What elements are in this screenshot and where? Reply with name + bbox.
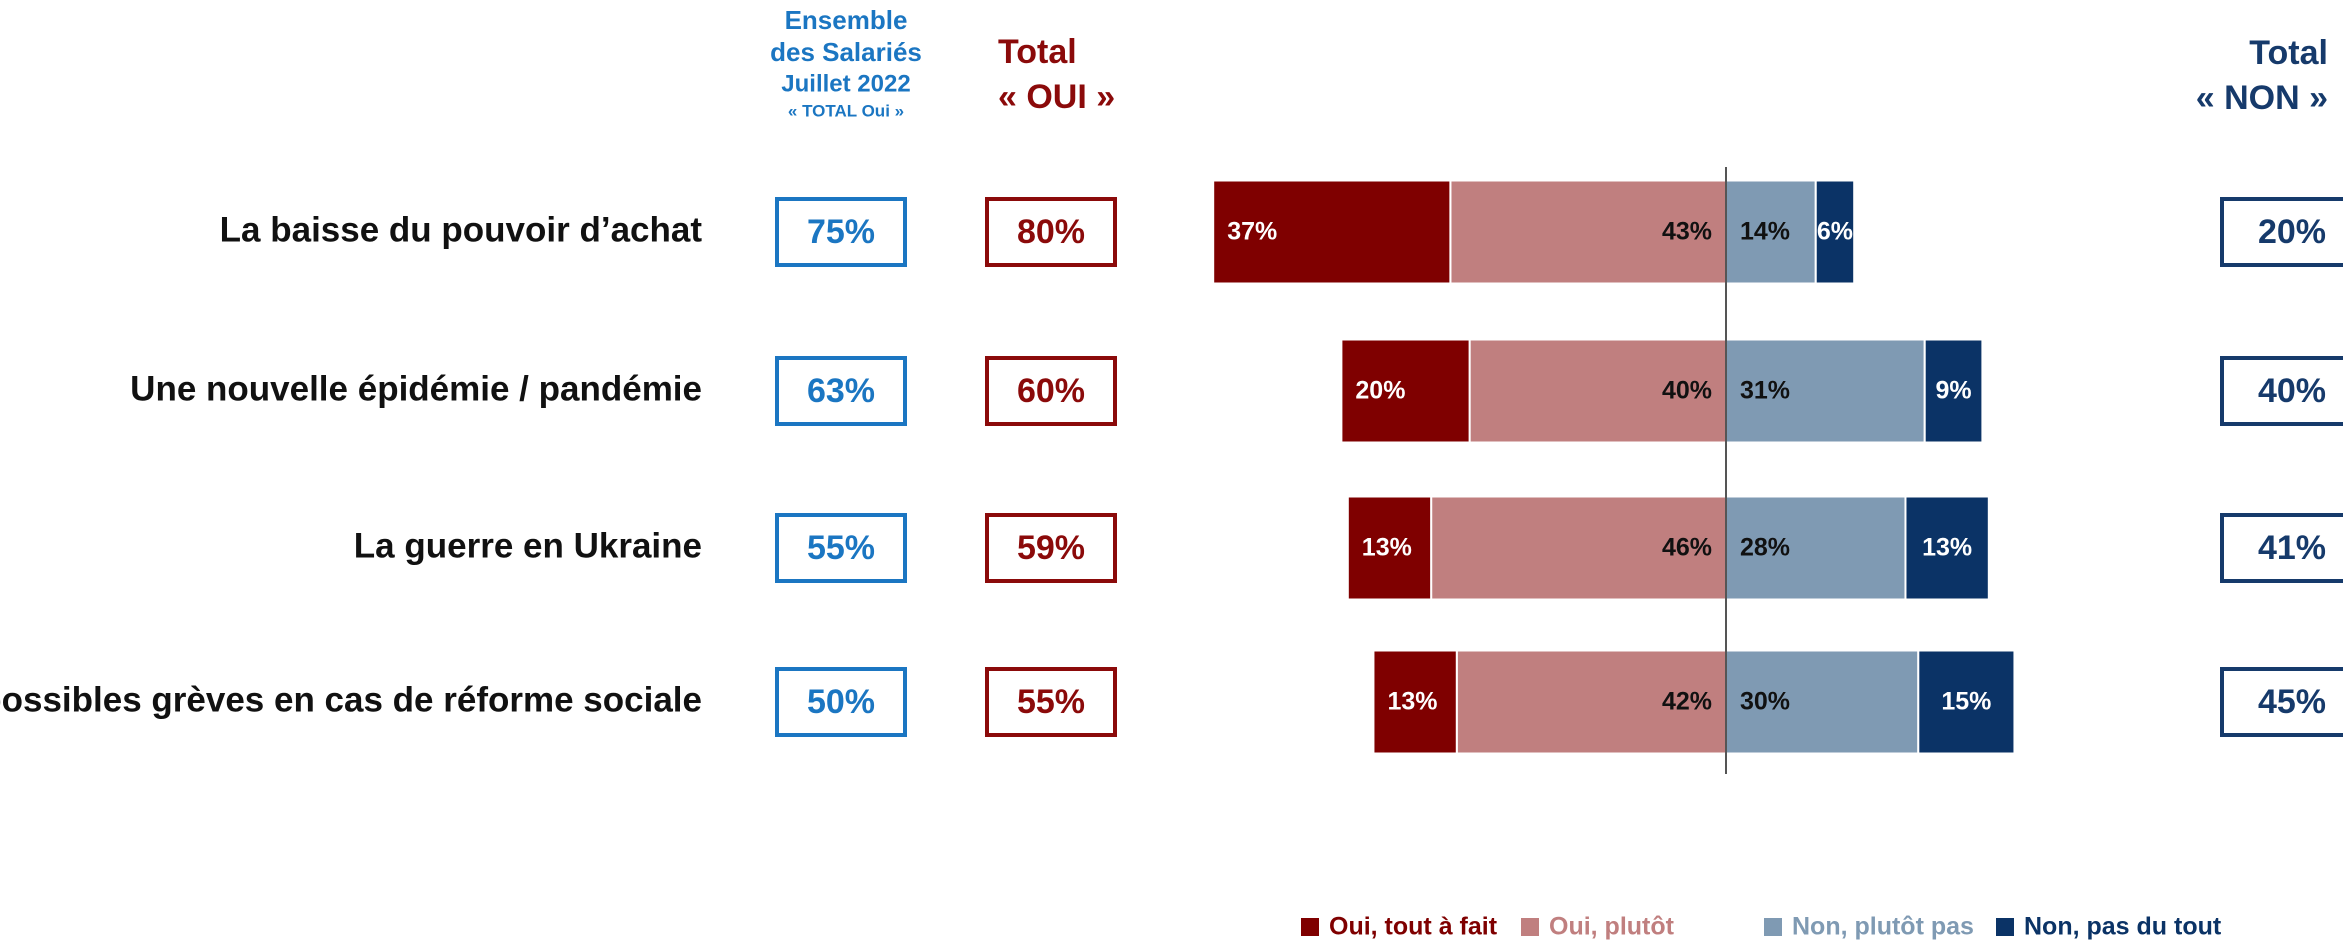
data-label: 6%	[1817, 218, 1853, 246]
data-label: 43%	[1662, 218, 1712, 246]
bar-segment	[1725, 179, 1817, 285]
legend-swatch	[1764, 918, 1782, 936]
legend-swatch	[1301, 918, 1319, 936]
legend-label: Non, pas du tout	[2024, 913, 2222, 941]
legend-label: Oui, plutôt	[1549, 913, 1675, 941]
total-box	[985, 513, 1117, 583]
column-header: Total	[998, 33, 1077, 71]
column-header: « NON »	[2196, 79, 2328, 117]
data-label: 46%	[1662, 534, 1712, 562]
data-label: 13%	[1922, 534, 1972, 562]
total-value: 80%	[1017, 213, 1085, 251]
data-label: 9%	[1935, 377, 1971, 405]
column-header: « TOTAL Oui »	[788, 101, 904, 120]
total-value: 45%	[2258, 683, 2326, 721]
total-value: 40%	[2258, 372, 2326, 410]
total-box	[775, 667, 907, 737]
bar-segment	[1725, 649, 1920, 755]
bar-segment	[1212, 179, 1452, 285]
total-box	[985, 667, 1117, 737]
category-label: De possibles grèves en cas de réforme so…	[0, 680, 702, 719]
column-header: Ensemble	[785, 5, 908, 35]
total-value: 41%	[2258, 529, 2326, 567]
data-label: 31%	[1740, 377, 1790, 405]
bar-segment	[1904, 495, 1990, 601]
total-box	[2220, 513, 2343, 583]
bar-segment	[1468, 338, 1727, 444]
total-box	[775, 197, 907, 267]
column-header: Juillet 2022	[781, 70, 910, 97]
data-label: 13%	[1362, 534, 1412, 562]
data-label: 37%	[1227, 218, 1277, 246]
total-box	[985, 356, 1117, 426]
total-value: 50%	[807, 683, 875, 721]
data-label: 30%	[1740, 688, 1790, 716]
total-box	[2220, 667, 2343, 737]
bar-segment	[1346, 495, 1433, 601]
total-value: 55%	[1017, 683, 1085, 721]
total-box	[775, 513, 907, 583]
data-label: 28%	[1740, 534, 1790, 562]
bar-segment	[1725, 338, 1926, 444]
column-header: « OUI »	[998, 78, 1115, 116]
total-box	[2220, 356, 2343, 426]
data-label: 42%	[1662, 688, 1712, 716]
column-header: des Salariés	[770, 37, 922, 67]
category-label: La guerre en Ukraine	[354, 526, 702, 565]
legend-label: Oui, tout à fait	[1329, 913, 1498, 941]
bar-segment	[1340, 338, 1471, 444]
bar-segment	[1725, 495, 1907, 601]
legend-swatch	[1996, 918, 2014, 936]
total-box	[2220, 197, 2343, 267]
data-label: 20%	[1355, 377, 1405, 405]
total-value: 75%	[807, 213, 875, 251]
legend-swatch	[1521, 918, 1539, 936]
total-box	[985, 197, 1117, 267]
bar-segment	[1923, 338, 1984, 444]
total-value: 60%	[1017, 372, 1085, 410]
total-value: 59%	[1017, 529, 1085, 567]
total-box	[775, 356, 907, 426]
total-value: 20%	[2258, 213, 2326, 251]
column-header: Total	[2249, 34, 2328, 72]
bar-segment	[1372, 649, 1458, 755]
bar-segment	[1814, 179, 1856, 285]
bar-segment	[1430, 495, 1727, 601]
total-value: 55%	[807, 529, 875, 567]
category-label: Une nouvelle épidémie / pandémie	[130, 369, 702, 408]
data-label: 40%	[1662, 377, 1712, 405]
bar-segment	[1917, 649, 2016, 755]
legend-label: Non, plutôt pas	[1792, 913, 1974, 941]
data-label: 14%	[1740, 218, 1790, 246]
data-label: 15%	[1941, 688, 1991, 716]
total-value: 63%	[807, 372, 875, 410]
data-label: 13%	[1387, 688, 1437, 716]
category-label: La baisse du pouvoir d’achat	[220, 210, 703, 249]
